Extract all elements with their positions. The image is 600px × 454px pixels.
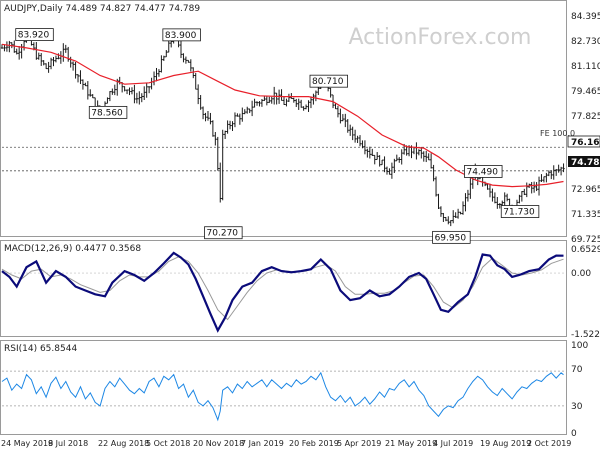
x-tick-label: 20 Feb 2019	[289, 439, 339, 448]
x-tick-label: 2 Oct 2019	[527, 439, 571, 448]
last-price-tag: 74.789	[571, 158, 600, 168]
price-tick-label: 82.730	[571, 37, 600, 47]
macd-panel-frame	[0, 240, 567, 337]
price-callout-label: 69.950	[435, 233, 467, 243]
x-tick-label: 7 Jan 2019	[241, 439, 284, 448]
price-tick-label: 79.465	[571, 87, 600, 97]
x-tick-label: 5 Apr 2019	[337, 439, 381, 448]
price-tick-label: 84.395	[571, 12, 600, 22]
x-tick-label: 4 Jul 2019	[433, 439, 473, 448]
x-tick-label: 9 Jul 2018	[48, 439, 88, 448]
price-callout-box	[162, 28, 201, 42]
price-callout-label: 74.490	[466, 167, 498, 177]
rsi-tick-label: 0	[571, 429, 577, 439]
price-callout-box	[309, 74, 348, 88]
price-callout-label: 83.920	[18, 31, 50, 41]
macd-tick-label: 0.00	[571, 269, 591, 279]
macd-tick-label: 0.6529	[571, 245, 600, 255]
price-callout-label: 71.730	[503, 208, 535, 218]
x-tick-label: 22 Aug 2018	[98, 439, 149, 448]
price-panel-frame	[0, 0, 567, 237]
fe-value-tag: 76.160	[571, 138, 600, 148]
x-tick-label: 20 Nov 2018	[193, 439, 244, 448]
price-panel-header: AUDJPY,Daily 74.489 74.827 74.477 74.789	[4, 4, 200, 14]
rsi-line	[1, 371, 564, 422]
rsi-tick-label: 70	[571, 365, 583, 375]
price-tick-label: 72.965	[571, 185, 600, 195]
price-callout-label: 78.560	[91, 108, 123, 118]
macd-line	[1, 251, 564, 333]
macd-panel-header: MACD(12,26,9) 0.4477 0.3568	[4, 244, 141, 254]
price-callout-box	[432, 230, 471, 244]
last-price-tag-box	[568, 156, 600, 167]
watermark: ActionForex.com	[349, 25, 532, 50]
price-callout-box	[500, 205, 540, 218]
rsi-panel-frame	[0, 340, 567, 435]
price-callout-box	[204, 226, 243, 240]
chart-marks: 83.920 83.900 78.560 70.270 80.710 74.490 71.7…	[0, 28, 566, 422]
price-callout-box	[15, 28, 54, 41]
price-tick-label: 69.725	[571, 235, 600, 245]
price-callout-label: 83.900	[165, 31, 197, 41]
rsi-tick-label: 100	[571, 341, 588, 351]
fe-level-label: FE 100.0	[540, 129, 575, 138]
price-tick-label: 71.335	[571, 210, 600, 220]
price-tick-label: 77.825	[571, 112, 600, 122]
x-tick-label: 24 May 2018	[1, 439, 53, 448]
x-tick-label: 5 Oct 2018	[146, 439, 190, 448]
price-callout-box	[88, 105, 128, 119]
price-tick-label: 81.110	[571, 62, 600, 72]
price-callout-box	[464, 165, 503, 178]
x-tick-label: 19 Aug 2019	[480, 439, 531, 448]
rsi-tick-label: 30	[571, 402, 583, 412]
x-tick-label: 21 May 2019	[385, 439, 437, 448]
price-callout-label: 80.710	[312, 77, 344, 87]
rsi-panel-header: RSI(14) 65.8544	[4, 344, 77, 354]
moving-average-line	[1, 43, 564, 188]
fe-value-tag-box	[567, 135, 600, 148]
price-callout-label: 70.270	[207, 229, 239, 239]
macd-tick-label: -1.5225	[571, 330, 600, 340]
